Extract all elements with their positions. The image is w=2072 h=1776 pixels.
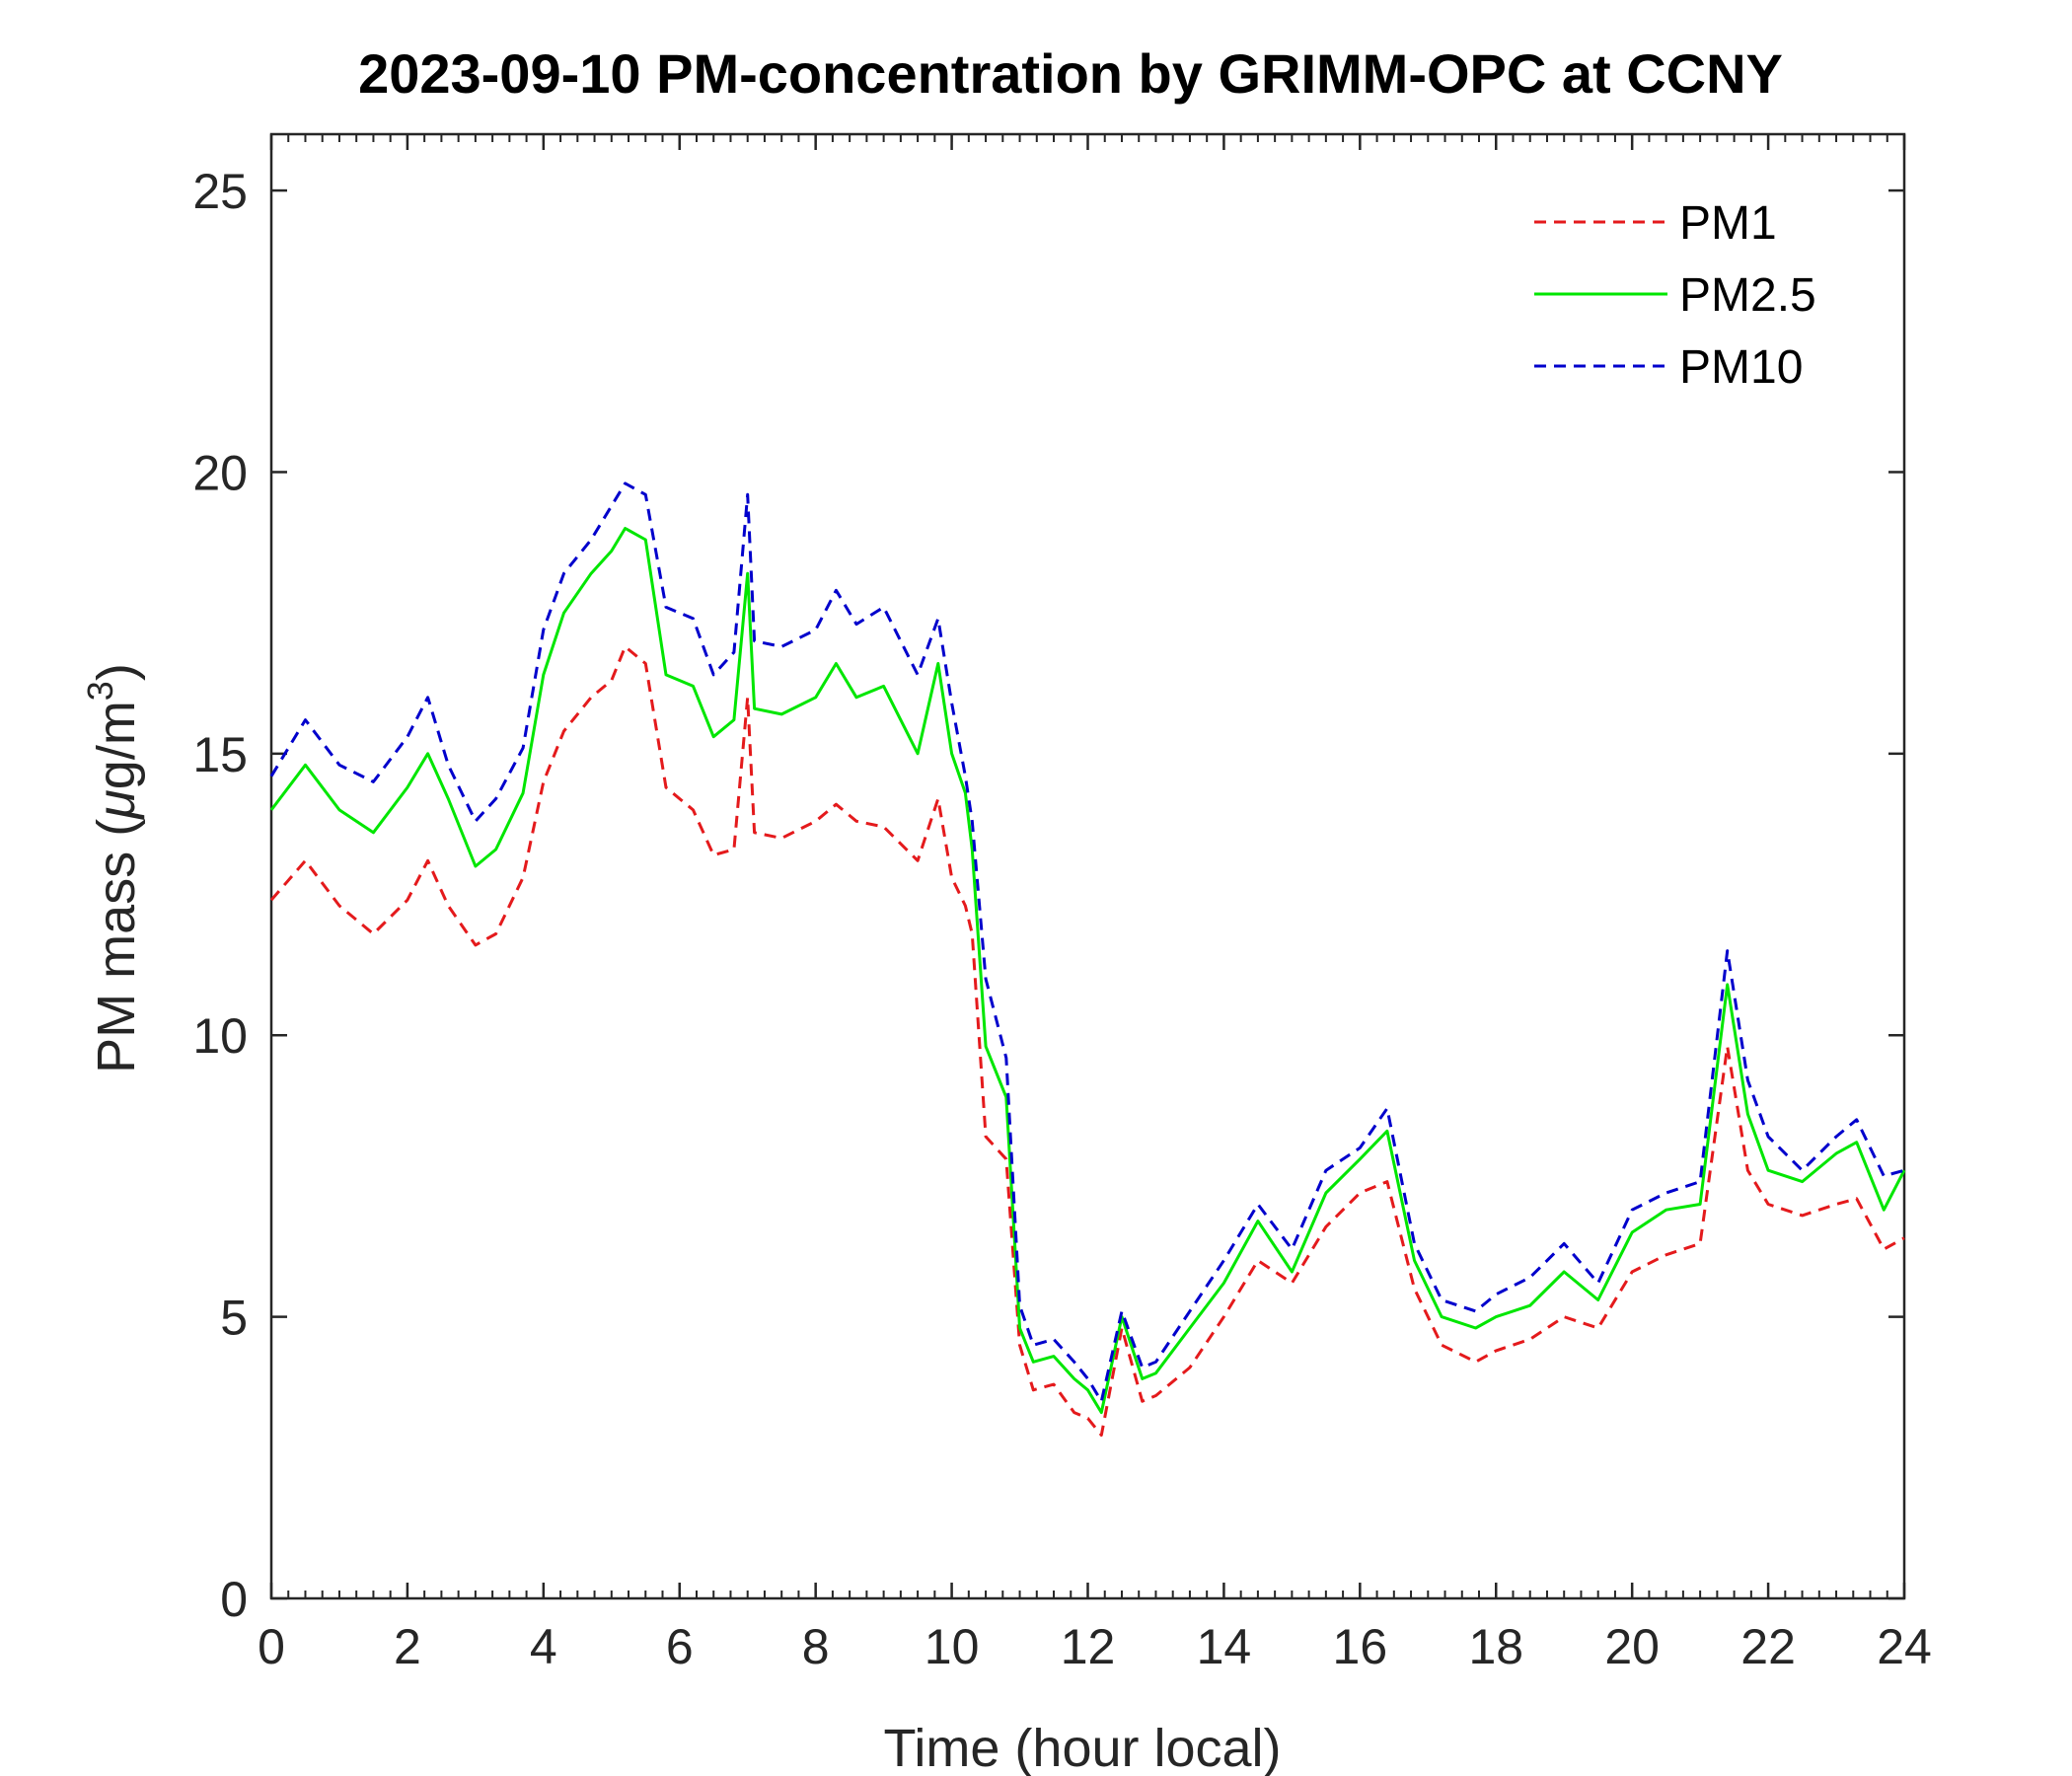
x-tick-label: 10 [925, 1619, 980, 1674]
y-axis-label-unit: g/m [87, 701, 146, 789]
y-axis-label-prefix: PM mass ( [87, 819, 146, 1073]
series-lines [269, 481, 1906, 1437]
y-axis-label-mu: μ [87, 789, 146, 821]
x-tick-label: 14 [1197, 1619, 1252, 1674]
plot-frame [269, 132, 1906, 1600]
chart-title: 2023-09-10 PM-concentration by GRIMM-OPC… [358, 42, 1783, 105]
y-axis-label: PM mass (μg/m3) [80, 663, 146, 1073]
minor-ticks [270, 134, 1905, 1598]
y-axis-label-exponent: 3 [80, 681, 120, 701]
x-tick-label: 24 [1877, 1619, 1932, 1674]
x-tick-label: 20 [1604, 1619, 1660, 1674]
x-axis-label: Time (hour local) [883, 1719, 1281, 1776]
x-tick-label: 0 [258, 1619, 285, 1674]
x-tick-label: 22 [1740, 1619, 1796, 1674]
x-axis-ticks: 0 2 4 6 8 10 12 14 16 18 20 22 24 [258, 134, 1932, 1674]
x-tick-label: 6 [666, 1619, 694, 1674]
x-tick-label: 2 [394, 1619, 421, 1674]
series-line-pm25 [269, 527, 1906, 1415]
legend: PM1 PM2.5 PM10 [1534, 197, 1816, 394]
x-tick-label: 16 [1333, 1619, 1388, 1674]
legend-label: PM2.5 [1679, 269, 1816, 322]
y-axis-ticks: 0 5 10 15 20 25 [192, 164, 1904, 1627]
legend-label: PM1 [1679, 197, 1777, 250]
y-tick-label: 20 [192, 445, 248, 500]
y-tick-label: 5 [220, 1291, 248, 1346]
x-tick-label: 4 [530, 1619, 557, 1674]
y-tick-label: 15 [192, 727, 248, 782]
y-tick-label: 25 [192, 164, 248, 219]
x-tick-label: 18 [1468, 1619, 1523, 1674]
x-tick-label: 12 [1061, 1619, 1116, 1674]
legend-label: PM10 [1679, 341, 1803, 394]
y-axis-label-suffix: ) [87, 663, 146, 681]
y-tick-label: 10 [192, 1008, 248, 1064]
y-tick-label: 0 [220, 1572, 248, 1627]
series-line-pm1 [269, 644, 1905, 1437]
series-line-pm10 [269, 481, 1905, 1403]
x-tick-label: 8 [802, 1619, 830, 1674]
